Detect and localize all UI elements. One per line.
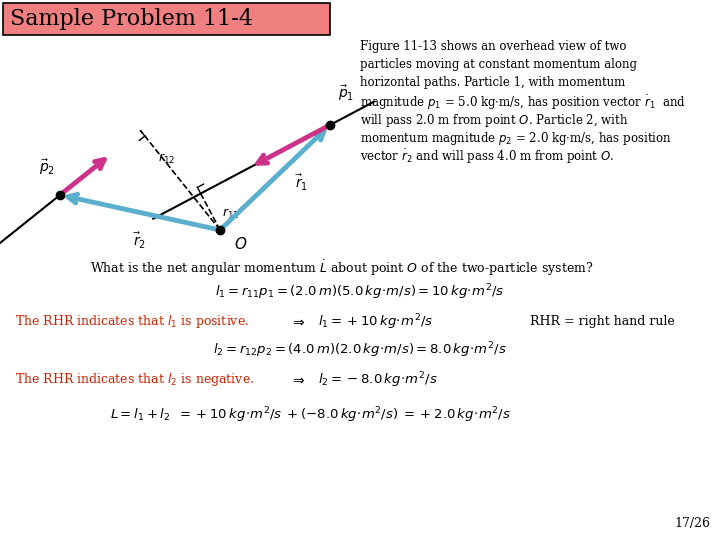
Text: Figure 11-13 shows an overhead view of two: Figure 11-13 shows an overhead view of t…	[360, 40, 626, 53]
Text: $O$: $O$	[234, 236, 248, 252]
Text: $l_2 = -8.0\,kg\!\cdot\!m^2/s$: $l_2 = -8.0\,kg\!\cdot\!m^2/s$	[318, 370, 438, 390]
Text: will pass 2.0 m from point $O$. Particle 2, with: will pass 2.0 m from point $O$. Particle…	[360, 112, 629, 129]
Text: The RHR indicates that $l_2$ is negative.: The RHR indicates that $l_2$ is negative…	[15, 372, 254, 388]
Text: $l_1 = r_{11}p_1 = (2.0\,m)(5.0\,kg\!\cdot\!m/s) = 10\,kg\!\cdot\!m^2/s$: $l_1 = r_{11}p_1 = (2.0\,m)(5.0\,kg\!\cd…	[215, 282, 505, 302]
Text: $l_1 = +10\,kg\!\cdot\!m^2/s$: $l_1 = +10\,kg\!\cdot\!m^2/s$	[318, 312, 433, 332]
Text: $\vec{r}_1$: $\vec{r}_1$	[295, 172, 308, 193]
Text: particles moving at constant momentum along: particles moving at constant momentum al…	[360, 58, 637, 71]
Text: Sample Problem 11-4: Sample Problem 11-4	[10, 8, 253, 30]
Text: $\Rightarrow$: $\Rightarrow$	[290, 373, 306, 387]
Text: vector $\dot{r}_2$ and will pass 4.0 m from point $O$.: vector $\dot{r}_2$ and will pass 4.0 m f…	[360, 148, 614, 166]
FancyBboxPatch shape	[3, 3, 330, 35]
Text: 17/26: 17/26	[674, 517, 710, 530]
Text: RHR = right hand rule: RHR = right hand rule	[530, 315, 675, 328]
Text: $\Rightarrow$: $\Rightarrow$	[290, 315, 306, 329]
Text: The RHR indicates that $l_1$ is positive.: The RHR indicates that $l_1$ is positive…	[15, 314, 249, 330]
Text: $L = l_1 + l_2\;\; = +10\,kg\!\cdot\!m^2/s\; +(-8.0\,kg\!\cdot\!m^2/s)\; = +2.0\: $L = l_1 + l_2\;\; = +10\,kg\!\cdot\!m^2…	[109, 405, 510, 425]
Text: $r_{11}$: $r_{11}$	[222, 207, 240, 221]
Text: $\vec{r}_2$: $\vec{r}_2$	[133, 231, 147, 251]
Text: $\vec{p}_2$: $\vec{p}_2$	[39, 157, 55, 177]
Text: momentum magnitude $p_2$ = 2.0 kg$\cdot$m/s, has position: momentum magnitude $p_2$ = 2.0 kg$\cdot$…	[360, 130, 672, 147]
Text: $\vec{p}_1$: $\vec{p}_1$	[338, 83, 354, 103]
Text: magnitude $p_1$ = 5.0 kg$\cdot$m/s, has position vector $\dot{r}_1$  and: magnitude $p_1$ = 5.0 kg$\cdot$m/s, has …	[360, 94, 686, 112]
Text: $r_{12}$: $r_{12}$	[158, 152, 175, 166]
Text: What is the net angular momentum $\dot{L}$ about point $O$ of the two-particle s: What is the net angular momentum $\dot{L…	[90, 258, 594, 278]
Text: horizontal paths. Particle 1, with momentum: horizontal paths. Particle 1, with momen…	[360, 76, 625, 89]
Text: $l_2 = r_{12}p_2 = (4.0\,m)(2.0\,kg\!\cdot\!m/s) = 8.0\,kg\!\cdot\!m^2/s$: $l_2 = r_{12}p_2 = (4.0\,m)(2.0\,kg\!\cd…	[213, 340, 507, 360]
